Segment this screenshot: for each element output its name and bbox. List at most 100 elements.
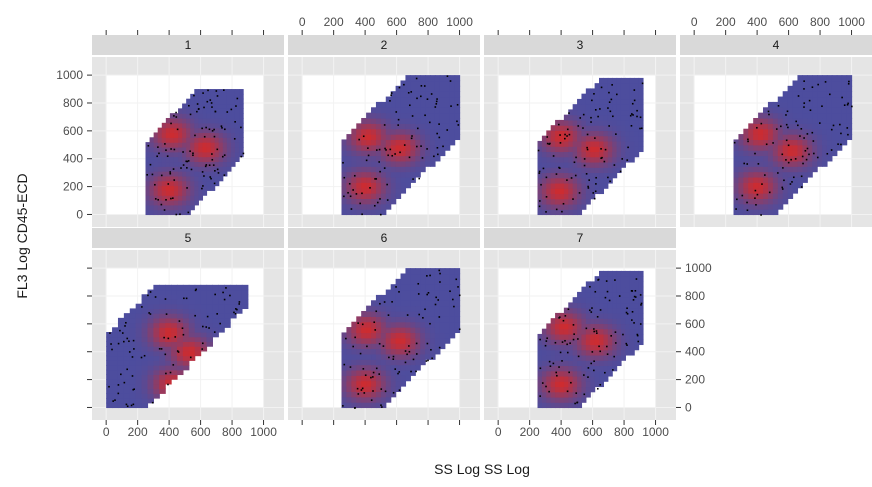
density-cell [129,402,137,409]
density-cell [763,182,769,189]
density-cell [222,137,228,143]
density-cell [212,327,219,333]
density-cell [607,135,613,142]
density-cell [346,182,352,189]
data-point [390,92,393,94]
density-cell [405,300,411,307]
density-cell [537,146,543,153]
density-cell [380,402,387,409]
data-point [841,96,843,99]
density-cell [449,80,456,87]
density-cell [585,135,591,142]
density-cell [210,137,216,143]
density-cell [767,182,774,189]
density-cell [638,297,644,304]
density-cell [173,161,179,167]
density-cell [420,348,426,355]
density-cell [186,190,191,196]
density-cell [171,298,178,305]
density-cell [341,375,348,382]
density-cell [555,125,561,132]
density-cell [375,182,382,189]
density-cell [380,160,387,167]
density-cell [555,182,561,189]
density-cell [206,308,213,314]
density-cell [147,317,154,324]
density-cell [822,112,828,119]
density-cell [214,108,220,114]
density-cell [612,98,618,105]
density-cell [112,383,119,390]
density-cell [153,284,160,291]
data-point [631,319,633,321]
density-cell [802,75,808,82]
data-point [342,405,344,407]
density-cell [153,185,159,191]
density-cell [361,316,367,323]
density-cell [371,343,377,350]
density-cell [559,156,565,163]
data-point [164,353,167,356]
density-cell [210,142,216,148]
density-cell [625,312,631,319]
data-point [613,164,616,166]
density-cell [420,91,426,98]
density-cell [366,375,372,382]
density-cell [361,396,367,403]
density-cell [153,313,160,319]
density-cell [117,402,125,409]
density-cell [366,343,372,350]
density-cell [638,307,644,314]
density-cell [748,166,754,173]
density-cell [449,284,456,291]
density-cell [224,294,231,300]
density-cell [202,132,208,138]
density-cell [817,134,823,141]
density-cell [454,75,461,82]
facet-panel-1: 1 [92,35,284,227]
density-cell [634,146,640,153]
density-cell [159,360,166,366]
density-cell [173,156,179,163]
density-cell [346,193,352,199]
density-cell [541,193,547,200]
density-cell [634,114,640,121]
density-cell [550,375,556,382]
density-cell [599,270,605,277]
density-cell [603,344,609,351]
density-cell [792,107,799,114]
density-cell [165,171,171,177]
density-cell [616,302,622,309]
density-cell [129,360,137,366]
density-cell [241,294,249,300]
density-cell [846,101,853,108]
density-cell [410,294,416,301]
density-cell [212,313,219,319]
data-point [583,393,586,396]
data-point [590,362,593,365]
data-point [410,370,412,373]
density-cell [194,166,199,172]
density-cell [395,332,402,339]
density-cell [230,117,236,124]
density-cell [420,96,426,103]
density-cell [106,336,113,343]
density-cell [234,93,240,100]
density-cell [572,375,578,382]
density-cell [590,375,596,382]
facet-strip [484,228,676,248]
data-point [613,355,615,358]
density-cell [797,160,803,167]
density-cell [753,123,759,130]
data-point [767,110,770,113]
density-cell [375,359,382,366]
density-cell [581,119,587,126]
density-cell [590,182,596,189]
density-cell [812,85,818,92]
density-cell [351,155,357,162]
density-cell [846,85,853,92]
density-cell [153,360,160,366]
density-cell [375,316,382,323]
density-cell [568,349,574,356]
data-point [214,110,217,113]
